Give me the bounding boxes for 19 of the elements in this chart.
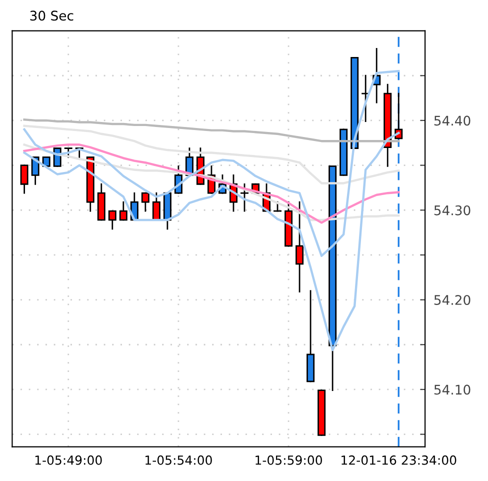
y-tick-label: 54.10 <box>434 384 470 395</box>
candlestick <box>108 210 116 230</box>
x-tick-label: 12-01-16 23:34:00 <box>342 455 456 465</box>
chart-title: 30 Sec <box>30 10 74 21</box>
x-tick-label: 1-05:49:00 <box>35 455 102 465</box>
y-tick-label: 54.30 <box>434 205 470 216</box>
candlestick <box>141 192 150 212</box>
y-tick-label: 54.40 <box>434 116 470 126</box>
candlestick <box>20 164 28 194</box>
candlestick <box>152 192 160 221</box>
candlestick <box>119 201 128 221</box>
candlestick <box>296 201 304 292</box>
line-series <box>23 124 400 184</box>
line-series <box>23 118 400 142</box>
x-tick-label: 1-05:59:00 <box>256 455 322 465</box>
candlestick <box>240 183 248 212</box>
x-tick-label: 1-05:54:00 <box>146 455 212 465</box>
line-series <box>23 70 400 257</box>
y-tick-label: 54.20 <box>434 295 470 305</box>
